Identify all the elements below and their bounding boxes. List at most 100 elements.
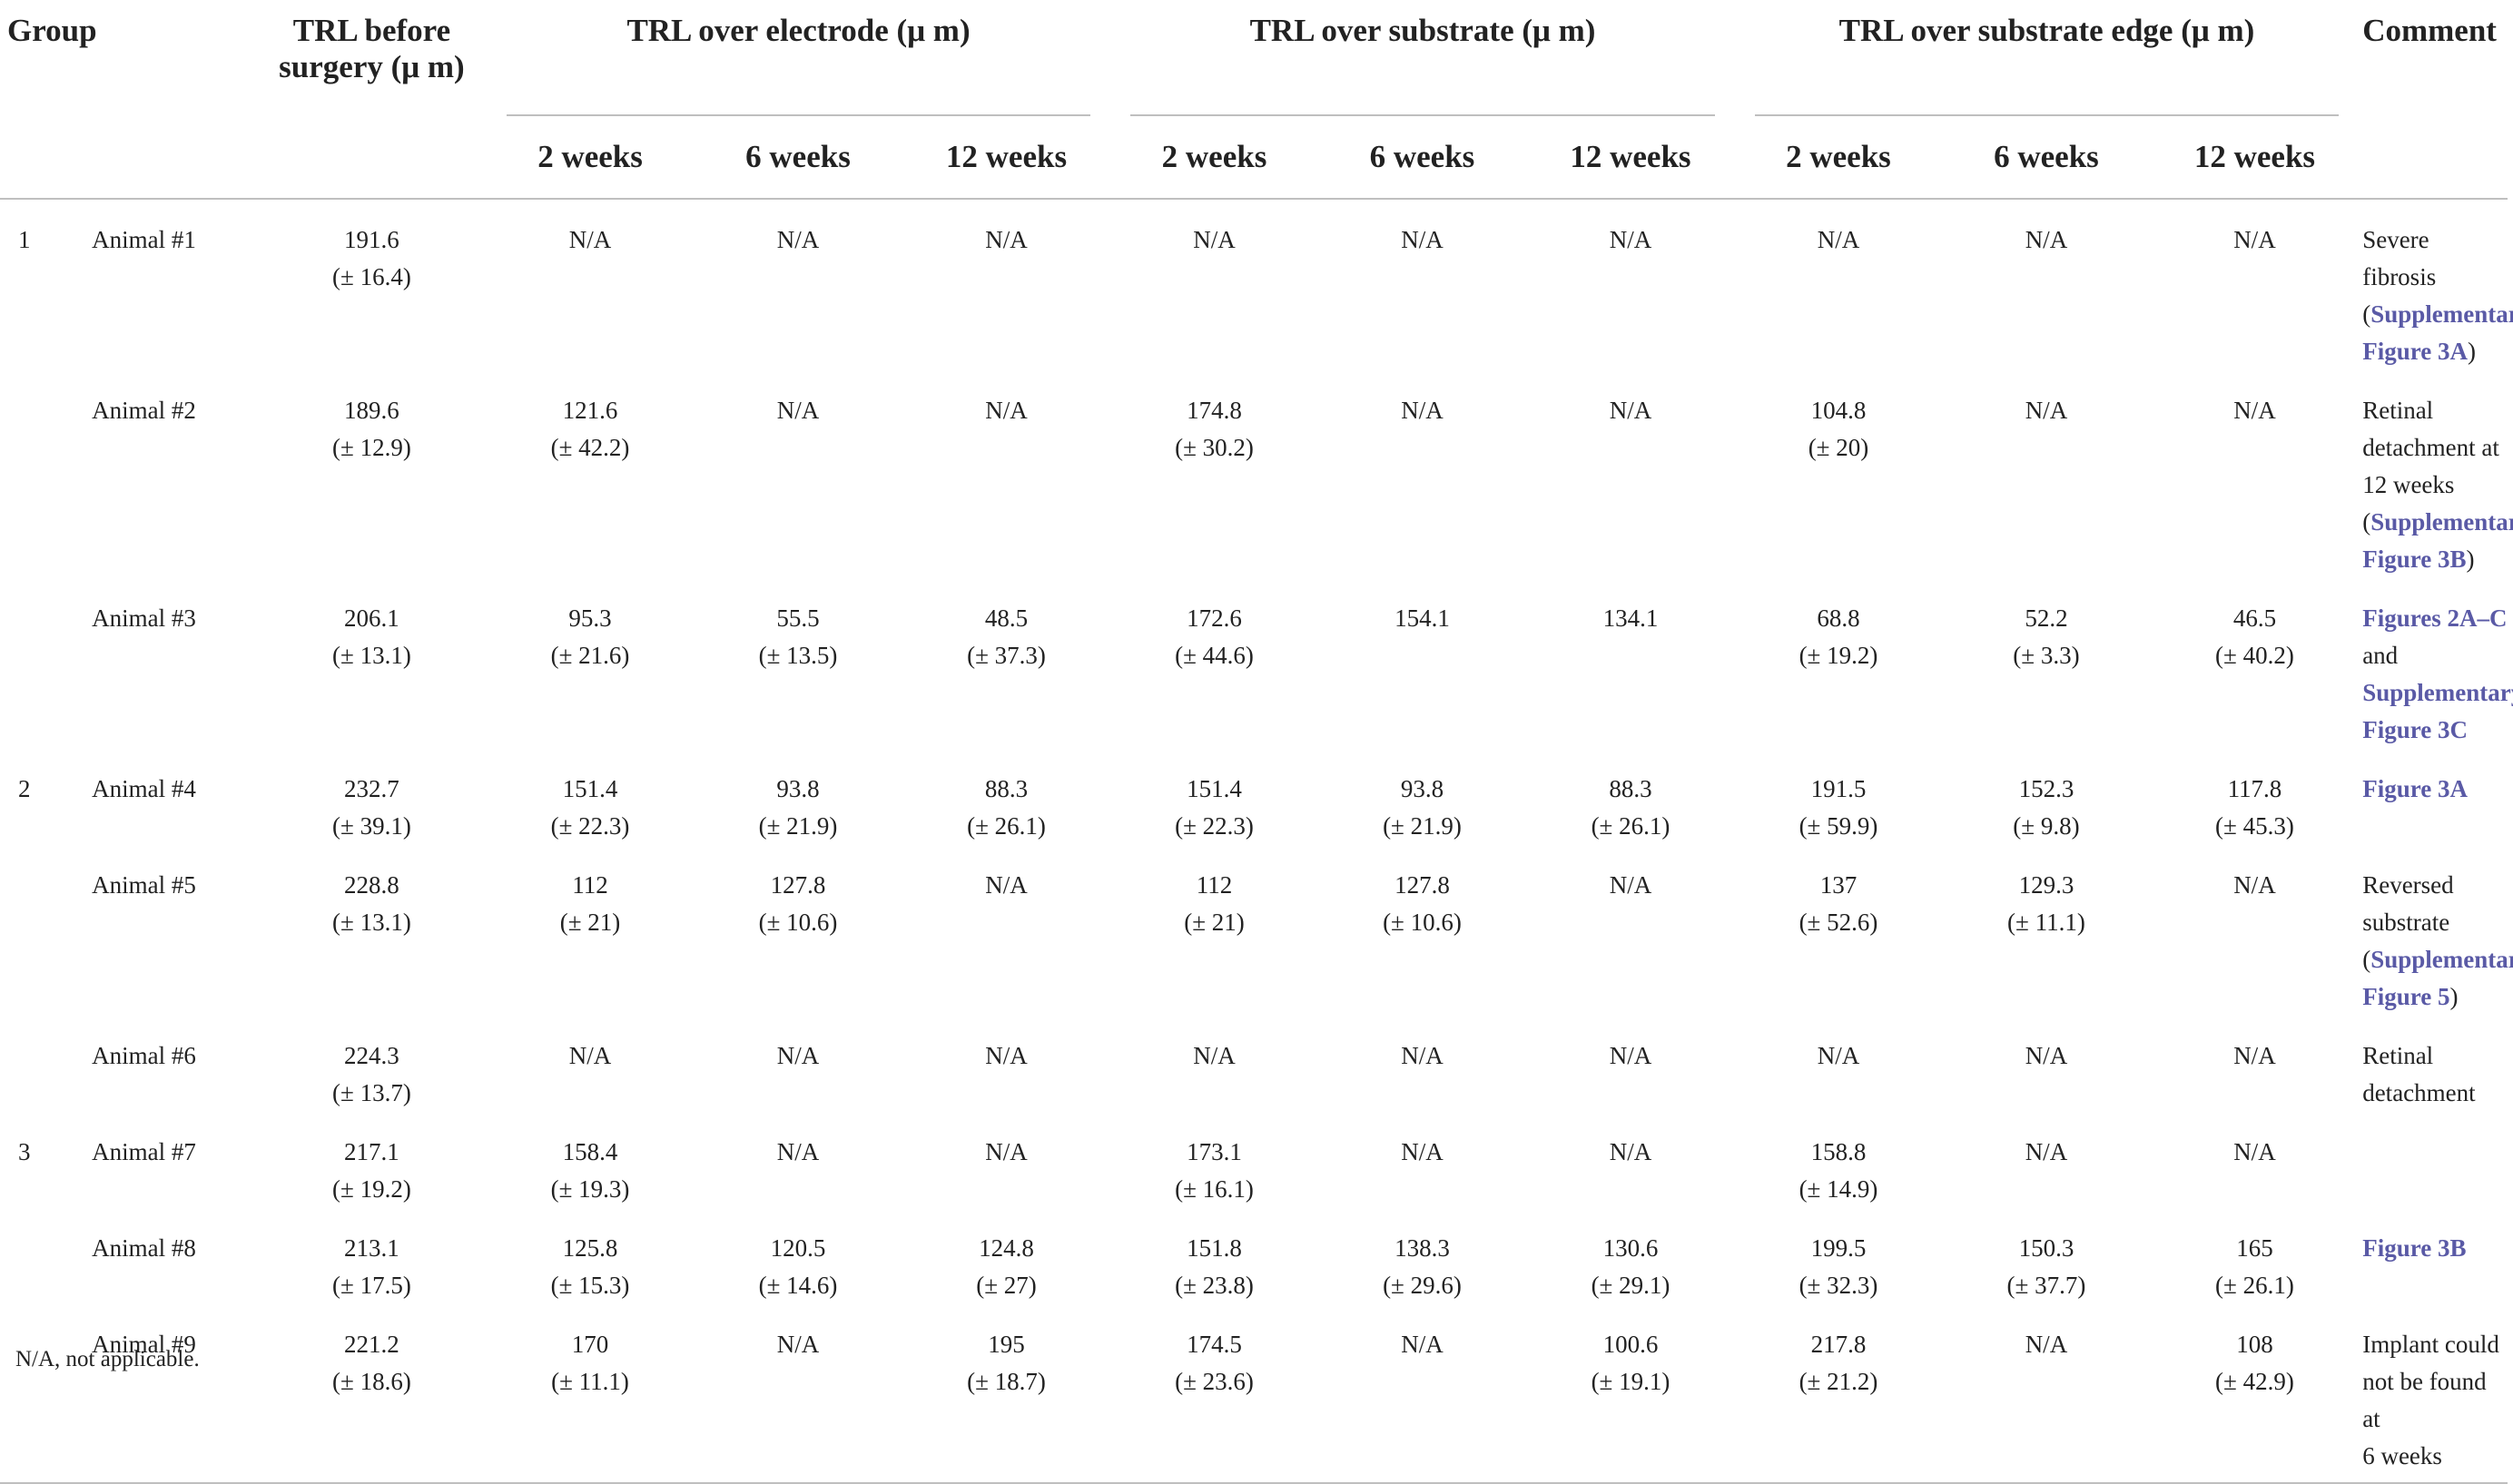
comment-line: 12 weeks [2362,467,2508,504]
comment-line: Supplementary [2362,674,2513,712]
trl-electrode-cell-line: 158.4 [562,1138,618,1165]
trl-substrate-cell: 93.8 (± 21.9) [1318,749,1526,845]
trl-edge-cell: N/A [2151,370,2360,578]
figure-link[interactable]: Figure 5 [2362,983,2450,1010]
trl-edge-cell-line: N/A [2233,1042,2276,1069]
trl-substrate-cell: 174.8 (± 30.2) [1110,370,1317,578]
trl-electrode-cell: 120.5 (± 14.6) [694,1208,902,1304]
trl-electrode-cell-line: 124.8 [979,1234,1034,1262]
trl-substrate-cell-line: N/A [1401,1138,1444,1165]
trl-edge-cell-line: N/A [2233,226,2276,253]
trl-electrode-cell-line: 127.8 [770,871,826,899]
trl-before-cell-line: (± 16.4) [332,263,411,290]
animal-label: Animal #3 [92,604,196,632]
comment-text: 6 weeks [2362,1442,2442,1469]
table-row: 2 Animal #4 232.7 (± 39.1) 151.4 (± 22.3) 93.8… [0,749,2508,845]
figure-link[interactable]: Supplementary [2370,300,2513,328]
comment-line: not be found at [2362,1363,2508,1438]
comment-line: and [2362,637,2508,674]
trl-edge-cell-line: 217.8 [1810,1331,1867,1358]
animal-label: Animal #7 [92,1138,196,1165]
trl-before-cell: 232.7 (± 39.1) [257,749,487,845]
trl-edge-cell-line: (± 9.8) [2013,812,2080,840]
trl-before-cell-line: (± 13.1) [332,909,411,936]
trl-edge-cell: N/A [1942,1016,2150,1112]
trl-substrate-cell-line: (± 30.2) [1175,434,1254,461]
trl-substrate-cell: 174.5 (± 23.6) [1110,1304,1318,1484]
table-row: Animal #8 213.1 (± 17.5) 125.8 (± 15.3) 120.5… [0,1208,2508,1304]
trl-edge-cell: N/A [1942,1112,2150,1208]
trl-edge-cell-line: N/A [2233,871,2276,899]
trl-edge-cell-line: 165 [2236,1234,2273,1262]
comment-line: substrate [2362,904,2508,941]
trl-substrate-cell: 173.1 (± 16.1) [1110,1112,1317,1208]
trl-substrate-cell-line: N/A [1609,1042,1652,1069]
comment-text: 12 weeks [2362,471,2455,498]
trl-substrate-cell-line: 173.1 [1187,1138,1242,1165]
trl-substrate-cell-line: N/A [1609,871,1652,899]
trl-edge-cell: 68.8 (± 19.2) [1735,578,1942,749]
trl-edge-cell-line: 104.8 [1810,397,1867,424]
animal-label: Animal #8 [92,1234,196,1262]
trl-substrate-cell-line: 127.8 [1394,871,1450,899]
comment-text: ) [2466,545,2475,573]
animal-label: Animal #6 [92,1042,196,1069]
figure-link[interactable]: Figure 3A [2362,338,2468,365]
header-edge-2w: 2 weeks [1734,116,1943,200]
group-number [0,1304,93,1484]
comment-cell: Implant could not be found at 6 weeks [2359,1304,2508,1484]
header-substrate-2w: 2 weeks [1110,116,1318,200]
comment-text: ( [2362,508,2371,536]
trl-edge-cell-line: N/A [2025,226,2068,253]
trl-before-cell: 221.2 (± 18.6) [257,1304,487,1484]
trl-edge-cell-line: 52.2 [2025,604,2068,632]
trl-edge-cell-line: (± 20) [1808,434,1869,461]
trl-before-cell-line: (± 39.1) [332,812,411,840]
trl-substrate-cell-line: 151.4 [1187,775,1242,802]
trl-edge-cell: 158.8 (± 14.9) [1735,1112,1942,1208]
trl-edge-cell-line: N/A [2025,1042,2068,1069]
trl-substrate-cell: 138.3 (± 29.6) [1318,1208,1526,1304]
figure-link[interactable]: Figure 3B [2362,1234,2467,1262]
trl-edge-cell-line: (± 26.1) [2215,1272,2294,1299]
trl-substrate-cell-line: (± 21) [1184,909,1245,936]
trl-substrate-cell-line: 112 [1196,871,1233,899]
trl-electrode-cell: N/A [694,1304,902,1484]
figure-link[interactable]: Figure 3C [2362,716,2468,743]
figure-link[interactable]: Supplementary [2370,946,2513,973]
trl-electrode-cell-line: 151.4 [562,775,618,802]
header-substrate-12w: 12 weeks [1526,116,1735,200]
trl-electrode-cell-line: (± 14.6) [758,1272,838,1299]
trl-substrate-cell-line: 154.1 [1394,604,1450,632]
trl-electrode-cell-line: 93.8 [776,775,820,802]
figure-link[interactable]: Supplementary [2362,679,2513,706]
trl-edge-cell-line: 150.3 [2018,1234,2074,1262]
trl-substrate-cell-line: N/A [1401,397,1444,424]
header-electrode-12w: 12 weeks [902,116,1111,200]
trl-edge-cell: N/A [1942,199,2150,370]
comment-line: (Supplementary [2362,296,2513,333]
comment-line: Reversed [2362,867,2508,904]
figure-link[interactable]: Figure 3A [2362,775,2468,802]
figure-link[interactable]: Supplementary [2370,508,2513,536]
trl-electrode-cell: 158.4 (± 19.3) [487,1112,694,1208]
trl-edge-cell-line: N/A [1817,1042,1860,1069]
trl-electrode-cell: 112 (± 21) [487,845,694,1016]
trl-before-cell: 213.1 (± 17.5) [257,1208,487,1304]
trl-edge-cell-line: (± 3.3) [2013,642,2080,669]
figure-link[interactable]: Figures 2A–C [2362,604,2508,632]
trl-edge-cell-line: 68.8 [1817,604,1860,632]
comment-text: Retinal [2362,1042,2434,1069]
header-trl-substrate: TRL over substrate (μ m) [1110,0,1734,116]
group-number [0,370,92,578]
figure-link[interactable]: Figure 3B [2362,545,2467,573]
table-row: Animal #6 224.3 (± 13.7) N/A N/A N/A N/A N/A N/A… [0,1016,2508,1112]
trl-substrate-cell-line: 100.6 [1602,1331,1659,1358]
table-row: Animal #5 228.8 (± 13.1) 112 (± 21) 127.8 (± 1… [0,845,2513,1016]
comment-line: detachment at [2362,429,2508,467]
header-comment: Comment [2362,13,2497,48]
trl-electrode-cell-line: N/A [985,1138,1028,1165]
trl-electrode-cell-line: N/A [776,1331,820,1358]
trl-edge-cell-line: N/A [2025,1138,2068,1165]
